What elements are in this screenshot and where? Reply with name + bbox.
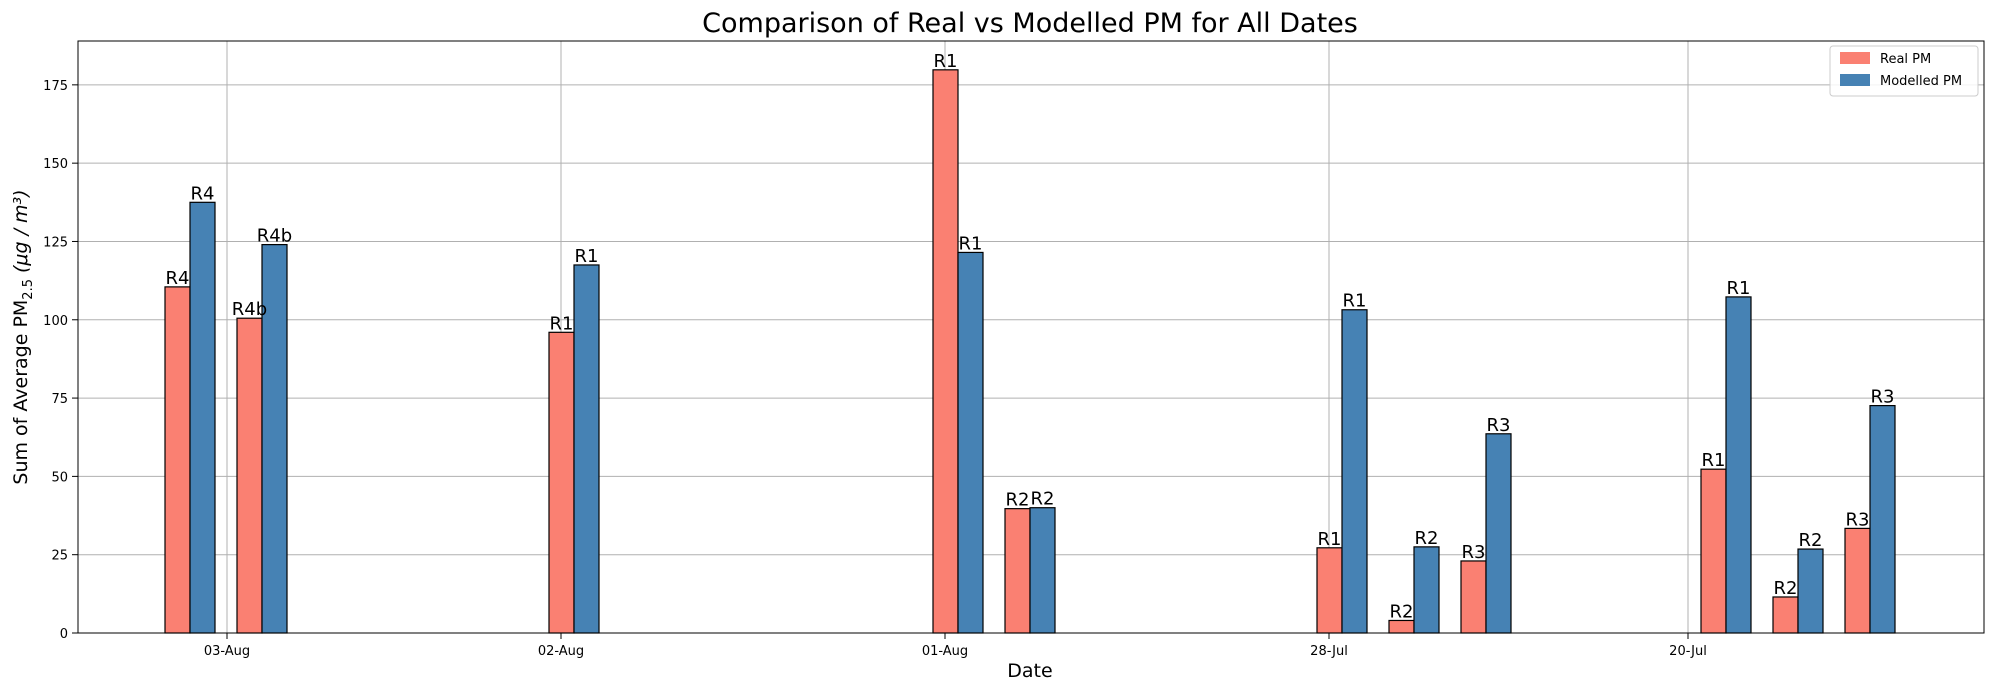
y-axis-label: Sum of Average PM2.5 (μg / m³) <box>10 189 36 484</box>
bar-label-real: R2 <box>1006 490 1030 511</box>
bar-label-real: R1 <box>1318 529 1342 550</box>
y-tick-label: 100 <box>43 314 68 329</box>
bar-label-modelled: R1 <box>1343 291 1367 312</box>
bar-label-modelled: R3 <box>1487 415 1511 436</box>
bar-real <box>1004 508 1031 634</box>
legend-label-real: Real PM <box>1880 52 1931 67</box>
bar-label-modelled: R1 <box>575 246 599 267</box>
bar-modelled <box>1725 296 1752 634</box>
x-axis-ticks: 03-Aug 02-Aug 01-Aug 28-Jul 20-Jul <box>204 633 1707 659</box>
y-tick-label: 25 <box>51 549 68 564</box>
bar-modelled <box>957 251 984 634</box>
bar-real <box>1316 547 1343 634</box>
bar-label-real: R1 <box>550 313 574 334</box>
bar-label-real: R1 <box>934 51 958 72</box>
legend: Real PM Modelled PM <box>1829 45 1979 97</box>
bar-real <box>1772 596 1799 634</box>
bar-label-modelled: R4 <box>191 183 215 204</box>
bar-modelled <box>573 264 600 634</box>
legend-label-modelled: Modelled PM <box>1880 74 1962 89</box>
legend-swatch-real <box>1840 52 1870 64</box>
bar-label-modelled: R2 <box>1415 528 1439 549</box>
bar-real <box>164 286 191 634</box>
bar-label-modelled: R3 <box>1871 387 1895 408</box>
bar-modelled <box>1869 404 1896 634</box>
bar-label-real: R2 <box>1390 601 1414 622</box>
bar-label-real: R2 <box>1774 578 1798 599</box>
x-tick-label: 03-Aug <box>204 644 250 659</box>
bar-real <box>1700 468 1727 634</box>
chart-title: Comparison of Real vs Modelled PM for Al… <box>702 8 1358 39</box>
bar-label-modelled: R1 <box>959 233 983 254</box>
x-tick-label: 28-Jul <box>1310 644 1348 659</box>
bar-label-modelled: R1 <box>1727 278 1751 299</box>
bar-real <box>548 331 575 634</box>
bar-modelled <box>261 243 288 634</box>
bar-modelled <box>189 201 216 634</box>
y-tick-label: 150 <box>43 157 68 172</box>
y-axis-label-subscript: 2.5 <box>21 279 36 300</box>
bar-label-modelled: R4b <box>257 226 292 247</box>
bar-modelled <box>1341 309 1368 634</box>
bar-label-modelled: R2 <box>1799 530 1823 551</box>
y-tick-label: 0 <box>60 627 68 642</box>
x-tick-label: 20-Jul <box>1669 644 1707 659</box>
bar-modelled <box>1413 546 1440 634</box>
y-tick-label: 75 <box>51 392 68 407</box>
bar-label-real: R3 <box>1846 509 1870 530</box>
x-tick-label: 02-Aug <box>538 644 584 659</box>
y-tick-label: 50 <box>51 470 68 485</box>
y-axis-ticks: 0 25 50 75 100 125 150 175 <box>43 79 78 642</box>
bar-label-real: R4 <box>166 268 190 289</box>
bar-label-real: R1 <box>1702 450 1726 471</box>
bars <box>164 69 1896 634</box>
x-axis-label: Date <box>1007 660 1052 682</box>
bar-modelled <box>1485 433 1512 634</box>
bar-label-real: R3 <box>1462 542 1486 563</box>
bar-real <box>1844 527 1871 634</box>
bar-real <box>1460 560 1487 634</box>
y-axis-label-main: Sum of Average PM <box>10 300 32 485</box>
x-tick-label: 01-Aug <box>922 644 968 659</box>
bar-label-real: R4b <box>232 299 267 320</box>
bar-real <box>932 69 959 634</box>
y-tick-label: 175 <box>43 79 68 94</box>
bar-modelled <box>1029 507 1056 634</box>
y-tick-label: 125 <box>43 235 68 250</box>
bar-real <box>236 317 263 634</box>
legend-swatch-modelled <box>1840 74 1870 86</box>
plot-area-frame <box>77 40 1985 634</box>
y-axis-label-units: (μg / m³) <box>10 189 32 273</box>
bar-label-modelled: R2 <box>1031 489 1055 510</box>
bar-modelled <box>1797 548 1824 634</box>
